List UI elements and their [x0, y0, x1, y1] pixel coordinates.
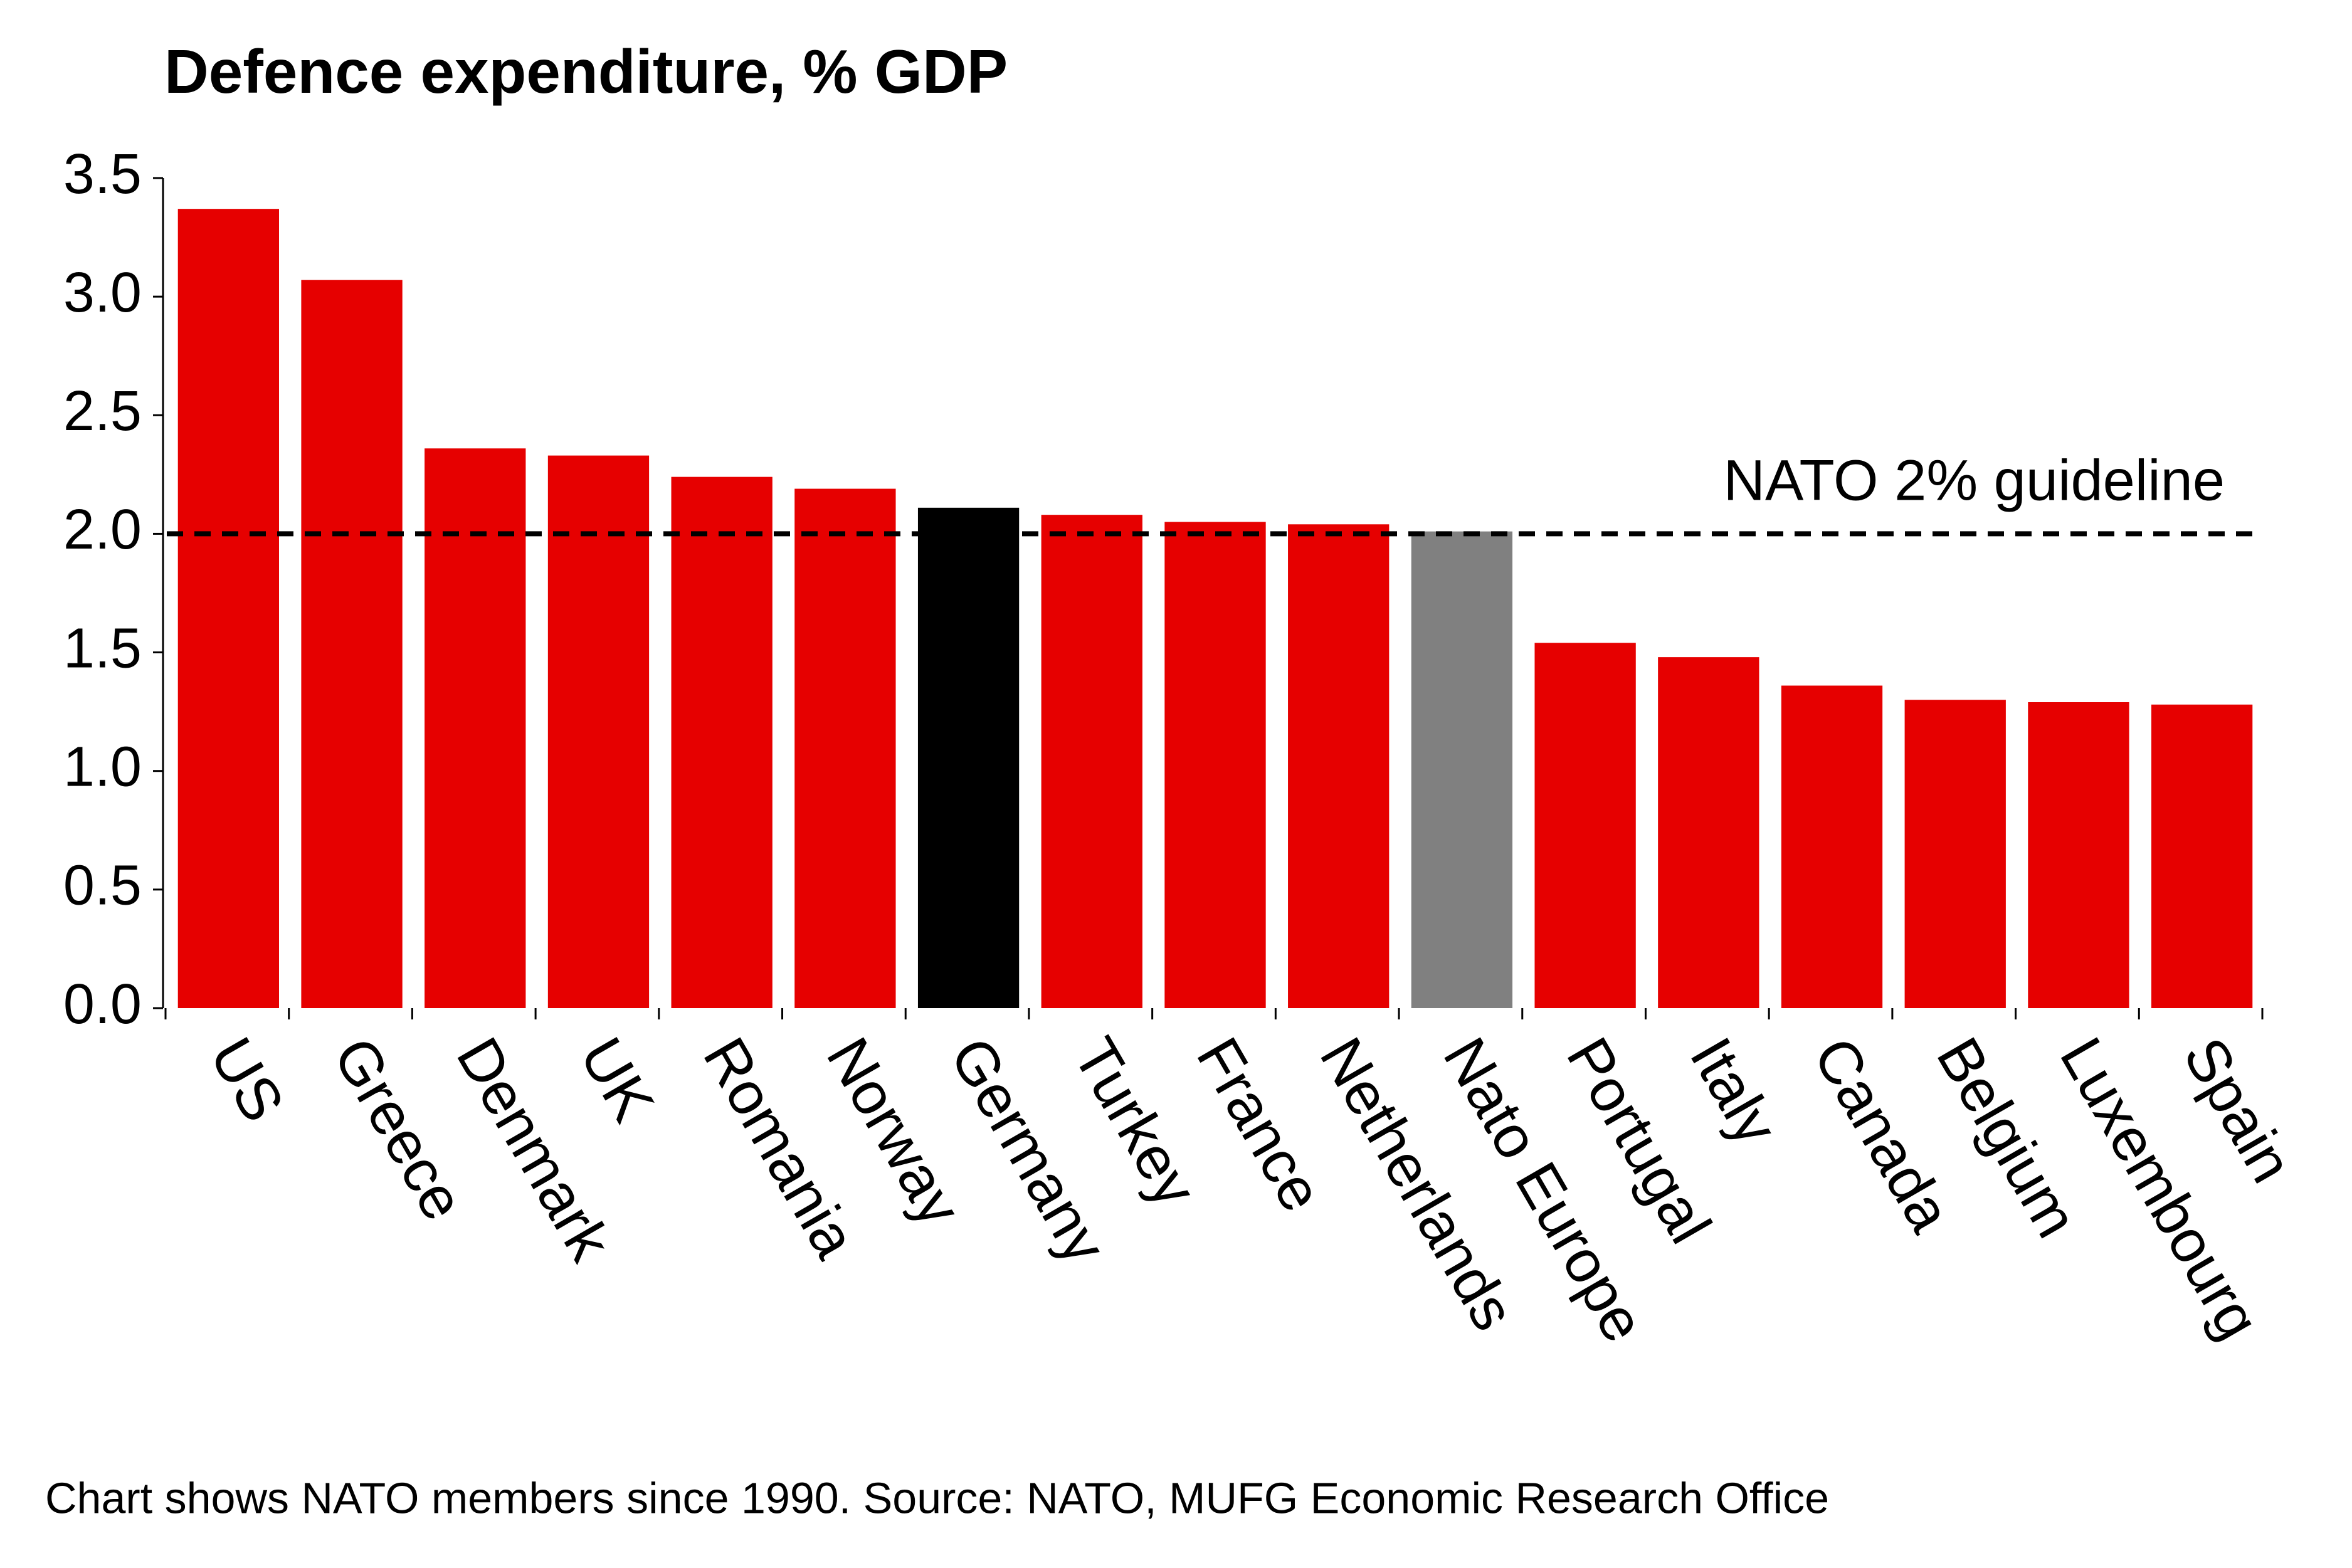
bar: [2028, 702, 2129, 1008]
y-tick-label: 2.5: [63, 380, 142, 443]
bar: [1534, 643, 1636, 1008]
bar: [1658, 657, 1759, 1008]
y-tick-label: 0.0: [63, 973, 142, 1036]
bar: [671, 476, 773, 1008]
y-tick-label: 3.5: [63, 143, 142, 206]
y-tick-label: 0.5: [63, 855, 142, 917]
y-tick-label: 1.5: [63, 617, 142, 680]
bar: [547, 455, 650, 1008]
bar: [2151, 704, 2253, 1008]
bar: [1411, 531, 1513, 1008]
bar: [1041, 515, 1142, 1008]
bar: [1288, 524, 1390, 1008]
y-tick-label: 3.0: [63, 261, 142, 324]
y-tick-label: 1.0: [63, 735, 142, 798]
bar: [917, 507, 1020, 1008]
bar: [1164, 522, 1266, 1008]
bar: [1781, 685, 1883, 1008]
bar: [177, 209, 280, 1009]
bar: [794, 488, 896, 1008]
reference-label: NATO 2% guideline: [1724, 449, 2225, 513]
bar: [1904, 700, 2006, 1008]
bar: [301, 280, 403, 1009]
footnote: Chart shows NATO members since 1990. Sou…: [45, 1473, 1829, 1522]
y-tick-label: 2.0: [63, 498, 142, 561]
bar: [425, 448, 526, 1008]
chart-title: Defence expenditure, % GDP: [164, 37, 1008, 106]
